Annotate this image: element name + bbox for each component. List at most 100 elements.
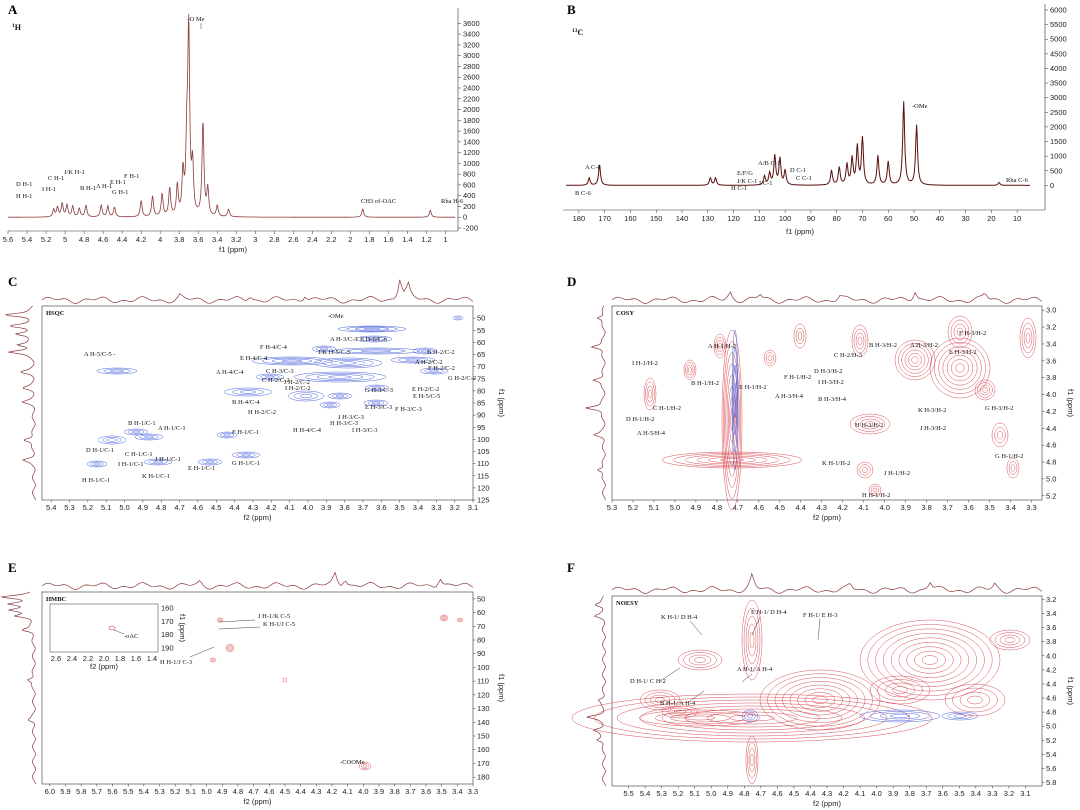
x-tick-label: 5.0 (706, 789, 716, 798)
x-tick-label: 180 (573, 214, 586, 223)
x-tick-label: 4.1 (858, 503, 868, 512)
peak-annotation: F H-1/ E H-3 (803, 612, 837, 619)
y-tick-label: 110 (477, 459, 489, 468)
peak-annotation: B H-1/ A H-4 (660, 700, 696, 707)
panel-f-noesy: 5.5 5.4 5.3 5.2 5.1 5.0 4.9 4.8 4.7 4.6 4.5 4.4 4.3 4… (571, 572, 1075, 808)
x-tick-label: 4.4 (796, 503, 806, 512)
contour (859, 619, 1001, 701)
peak-annotation: G H-3/C-3 (365, 387, 393, 394)
y-axis-label: f1 (ppm) (497, 674, 506, 702)
y-tick-label: 100 (477, 435, 490, 444)
contour (875, 628, 985, 692)
x-tick-label: 4.9 (691, 503, 701, 512)
x-tick-label: 4.6 (193, 503, 203, 512)
contour (648, 389, 652, 399)
contour (354, 327, 390, 331)
x-tick-label: 4.3 (817, 503, 827, 512)
y-tick-label: 5.0 (1046, 474, 1056, 483)
contour (639, 702, 865, 734)
x-tick-label: 5 (63, 235, 67, 244)
annotation-leader (218, 626, 261, 630)
contour (797, 688, 843, 712)
contour (793, 323, 807, 349)
contour (685, 454, 779, 466)
y-tick-label: 105 (477, 447, 490, 456)
contour (241, 453, 251, 457)
contour (218, 618, 222, 622)
peak-annotation: J/K C-1 (737, 178, 757, 185)
contour (934, 342, 986, 394)
peak-annotation: CH3 of-OAC (361, 198, 396, 205)
contour (688, 367, 692, 373)
y-tick-label: 150 (477, 732, 490, 741)
x-tick-label: 4.9 (138, 503, 148, 512)
x-tick-label: 5.0 (119, 503, 129, 512)
contour (326, 403, 334, 407)
peak-annotation: H H-1/J C-3 (160, 659, 192, 666)
peak-annotation: B H-3/H-4 (818, 396, 847, 403)
peak-annotation: J H-2/C-2 (284, 379, 310, 386)
contour (684, 715, 716, 721)
contour (339, 361, 357, 365)
x-tick-label: 110 (753, 214, 765, 223)
x-tick-label: 70 (858, 214, 866, 223)
panel-a-x-ticks: 5.6 5.4 5.2 5 4.8 4.6 4.4 4.2 4 3.8 3.6 3.4 3.2 3 2.8 2… (3, 231, 448, 244)
y-tick-label: 2400 (463, 84, 480, 93)
contour (898, 343, 932, 377)
y-tick-label: 1000 (463, 159, 480, 168)
contour (97, 435, 127, 445)
x-tick-label: 130 (702, 214, 715, 223)
peak-annotation: A H-1/H-2 (708, 343, 736, 350)
panel-title: NOESY (616, 600, 639, 607)
contour (328, 375, 352, 379)
peak-annotation: K H-1/J C-5 (263, 621, 295, 628)
contour (367, 337, 381, 341)
y-tick-label: 4.0 (1046, 390, 1056, 399)
x-tick-label: 100 (779, 214, 792, 223)
contour (869, 711, 931, 721)
x-tick-label: 4.8 (739, 789, 749, 798)
contour (747, 713, 753, 719)
peak-annotation: I H-3/C-3 (352, 427, 377, 434)
annotation-leader (751, 616, 761, 636)
peak-annotation: F H-1 (124, 173, 139, 180)
top-projection (611, 572, 1043, 594)
peak-annotation: E H-5/C-5 (413, 393, 440, 400)
x-tick-label: 10 (1013, 214, 1021, 223)
x-tick-label: 3.3 (1026, 503, 1036, 512)
contour (859, 709, 941, 723)
contour (952, 687, 998, 713)
contour (153, 460, 163, 464)
x-tick-label: 4.9 (217, 787, 227, 796)
contour (346, 348, 406, 354)
y-tick-label: 5500 (1050, 20, 1067, 29)
x-tick-label: 150 (650, 214, 663, 223)
x-axis-label: f2 (ppm) (244, 513, 272, 522)
peak-annotation: J H-1/K C-5 (258, 613, 290, 620)
peak-annotation: A H-2/C-2 (415, 359, 443, 366)
peak-annotation: J H-3/H-2 (920, 425, 946, 432)
x-tick-label: 3.6 (963, 503, 973, 512)
contour (452, 315, 464, 321)
x-tick-label: 4.6 (772, 789, 782, 798)
x-tick-label: 4.6 (264, 787, 274, 796)
panel-b-x-ticks: 180 170 160 150 140 130 120 110 100 90 80 70 60 50 40 3… (573, 210, 1021, 223)
top-projection (41, 279, 474, 304)
contour (442, 616, 446, 620)
x-tick-label: 4.2 (327, 787, 337, 796)
contour (93, 462, 101, 466)
peak-annotation: F H-2/C-2 (428, 365, 455, 372)
contour (223, 387, 273, 397)
peak-annotation: I H-3/H-2 (818, 379, 844, 386)
x-axis-label: f2 (ppm) (244, 797, 272, 806)
contour (718, 342, 722, 350)
panel-b-title-superscript: 13 (572, 28, 578, 34)
plot-frame (611, 595, 1043, 787)
contour (371, 401, 381, 405)
annotation-leader (189, 646, 215, 658)
peak-annotation: D H-1/H-2 (626, 416, 654, 423)
x-tick-label: 3.2 (231, 235, 241, 244)
peak-annotation: I H-1 (42, 186, 56, 193)
contour (143, 458, 173, 466)
contour (673, 453, 791, 467)
